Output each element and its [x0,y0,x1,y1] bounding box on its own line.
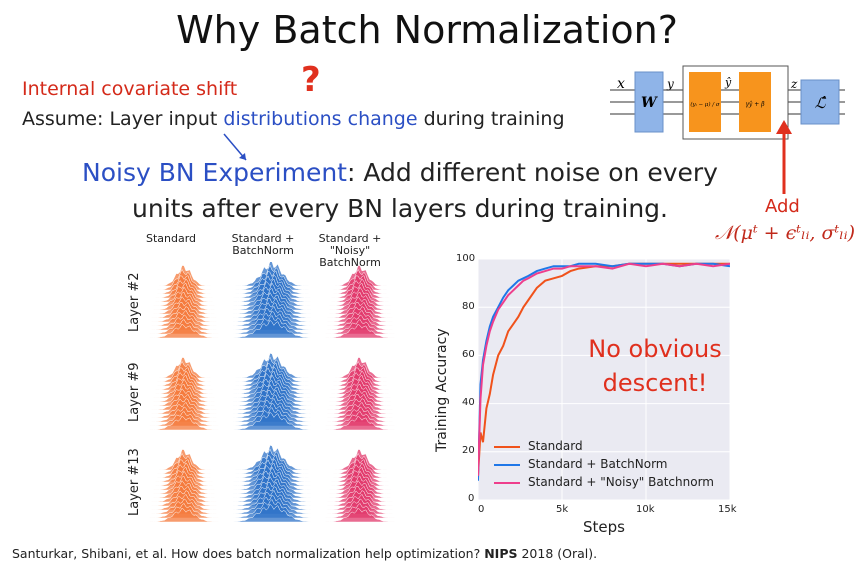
citation-suffix: 2018 (Oral). [517,546,598,561]
diagram-norm: (yᵢ − μ) / σ [690,101,720,108]
noisy-line1-text: : Add different noise on every [346,158,718,187]
distribution-cell [145,265,223,339]
x-axis-label: Steps [583,518,625,536]
weight-block [634,71,664,133]
y-tick-80: 80 [462,301,475,312]
slide-title: Why Batch Normalization? [176,8,678,52]
legend-label: Standard [528,439,583,453]
legend-label: Standard + "Noisy" Batchnorm [528,475,714,489]
x-tick-15k: 15k [718,504,737,515]
grid-row-label-layer13: Layer #13 [127,448,142,516]
grid-row-label-layer9: Layer #9 [127,362,142,422]
assume-suffix: during training [417,108,565,130]
assume-highlight: distributions change [223,108,418,130]
y-tick-60: 60 [462,349,475,360]
diagram-loss: ℒ̂ [815,94,827,112]
citation-venue: NIPS [484,546,518,561]
noisy-bn-description: Noisy BN Experiment: Add different noise… [0,155,800,227]
annotation-line-1: No obvious [588,335,722,363]
bn-network-diagram: x W y ŷ (yᵢ − μ) / σ γŷ + β z ℒ̂ [610,65,845,140]
distribution-cell [145,449,223,523]
y-tick-40: 40 [462,397,475,408]
ridge-curve [232,503,312,523]
diagram-w: W [641,95,658,111]
legend-item-batchnorm: Standard + BatchNorm [494,457,668,471]
chart-annotation: No obvious descent! [575,332,735,400]
legend-swatch [494,445,520,448]
ridge-curve [321,323,399,339]
noise-distribution-formula: 𝒩(μᵗ + ϵᵗₗᵢ, σᵗₗᵢ) [715,222,854,244]
series-line [478,262,730,476]
x-tick-10k: 10k [636,504,655,515]
accuracy-chart [478,259,730,500]
ridge-curve [232,319,312,339]
distribution-cell [321,357,399,431]
distribution-cell [232,352,312,431]
normalize-block [689,72,721,132]
citation: Santurkar, Shibani, et al. How does batc… [12,546,597,561]
x-tick-0: 0 [478,504,485,515]
ridge-curve [232,411,312,431]
question-mark: ? [301,60,321,100]
noise-injection-arrow [776,120,792,194]
assumption-text: Assume: Layer input distributions change… [22,108,565,130]
ridge-curve [321,415,399,431]
affine-block [739,72,771,132]
diagram-y: y [666,77,674,91]
ridge-curve [145,323,223,339]
diagram-x: x [617,76,625,92]
y-axis-label: Training Accuracy [434,328,450,452]
chart-plot-area [478,259,730,500]
loss-block [800,79,840,125]
distribution-cell [321,265,399,339]
citation-text: Santurkar, Shibani, et al. How does batc… [12,546,485,561]
series-line [478,262,730,481]
y-tick-0: 0 [468,493,475,504]
grid-col-header-standard: Standard [145,232,197,245]
noisy-highlight: Noisy BN Experiment [82,158,347,187]
concept-label: Internal covariate shift [22,78,238,100]
x-tick-5k: 5k [556,504,569,515]
grid-row-label-layer2: Layer #2 [127,272,142,332]
distribution-cell [232,444,312,523]
noisy-line-2: units after every BN layers during train… [132,194,668,223]
ridge-curve [145,415,223,431]
legend-item-noisy: Standard + "Noisy" Batchnorm [494,475,714,489]
legend-label: Standard + BatchNorm [528,457,668,471]
ridge-curve [145,507,223,523]
noisy-line-1: Noisy BN Experiment: Add different noise… [0,155,800,191]
ridge-curve [321,507,399,523]
grid-col-header-batchnorm: Standard + BatchNorm [231,232,295,257]
legend-item-standard: Standard [494,439,583,453]
distribution-cell [145,357,223,431]
grid-col-header-noisy: Standard + "Noisy" BatchNorm [318,232,382,269]
assume-prefix: Assume: Layer input [22,108,224,130]
distribution-ridge-grid [145,262,399,523]
diagram-affine: γŷ + β [745,101,765,108]
annotation-line-2: descent! [602,369,708,397]
add-noise-label: Add [765,196,800,217]
diagram-z: z [790,77,798,91]
legend-swatch [494,481,520,484]
distribution-cell [321,449,399,523]
distribution-cell [232,262,312,339]
y-tick-100: 100 [456,253,476,264]
diagram-yhat: ŷ [724,76,732,89]
y-tick-20: 20 [462,445,475,456]
pointer-arrow [223,133,247,161]
legend-swatch [494,463,520,466]
